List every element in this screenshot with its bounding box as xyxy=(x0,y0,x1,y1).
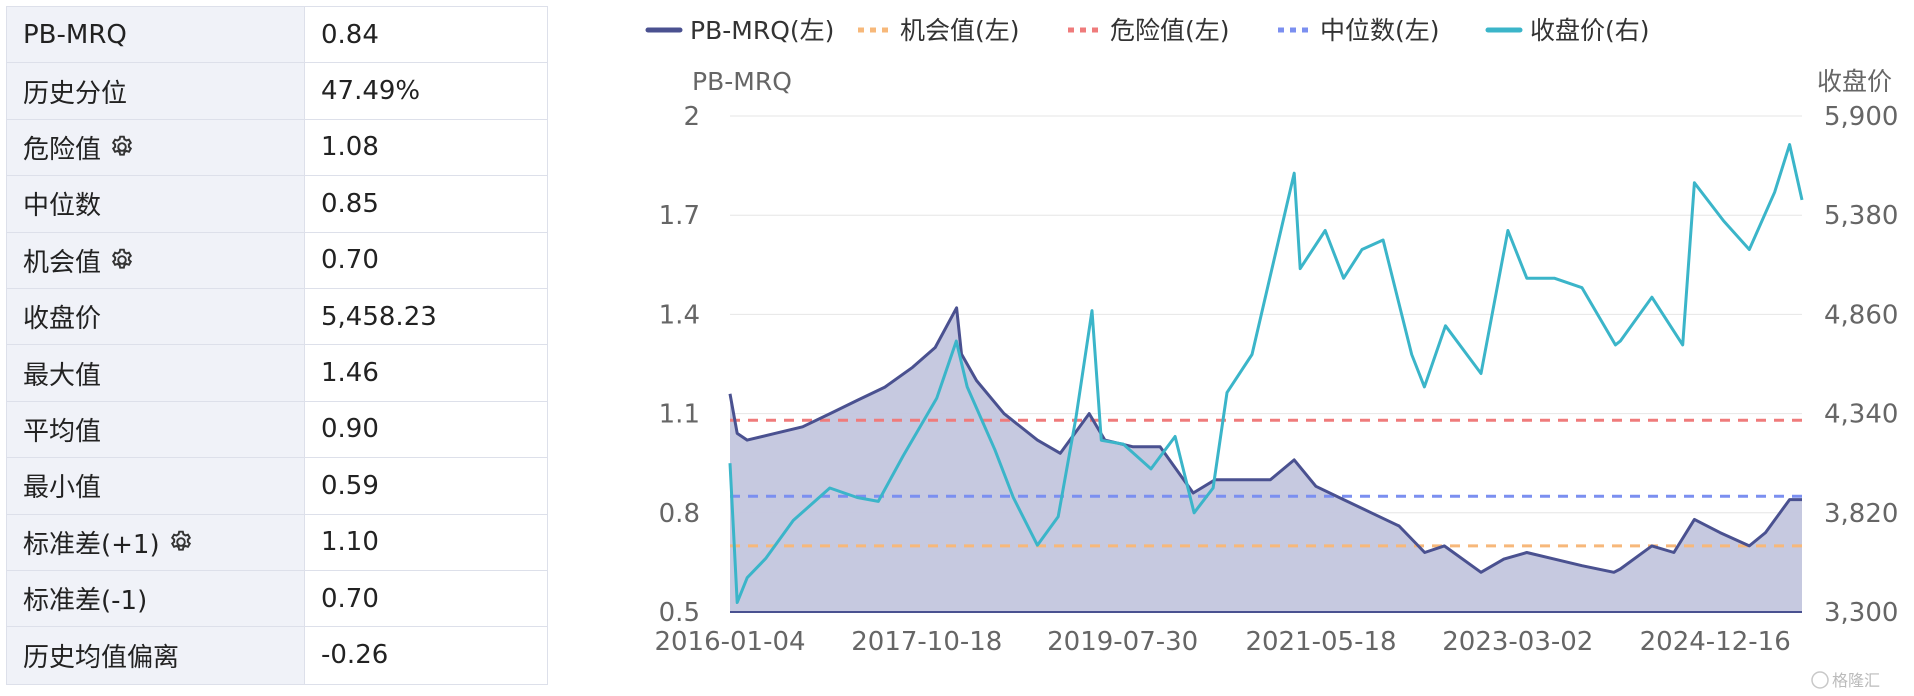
x-tick-label: 2023-03-02 xyxy=(1442,627,1593,657)
stats-label: 中位数 xyxy=(7,176,305,232)
stats-table: PB-MRQ 0.84 历史分位 47.49% 危险值 1.08 中位数 0.85 机会值 0.7… xyxy=(6,6,548,685)
stats-label: 最小值 xyxy=(7,458,305,514)
legend-label: 机会值(左) xyxy=(900,16,1020,45)
x-tick-label: 2019-07-30 xyxy=(1047,627,1198,657)
stats-label: PB-MRQ xyxy=(7,7,305,63)
stats-value: 47.49% xyxy=(305,63,547,119)
stats-label: 平均值 xyxy=(7,401,305,458)
x-tick-label: 2017-10-18 xyxy=(851,627,1002,657)
pb-area-fill xyxy=(730,307,1802,612)
close-series-line xyxy=(728,143,1804,604)
legend-label: PB-MRQ(左) xyxy=(690,16,834,45)
y-right-tick-label: 4,860 xyxy=(1824,300,1898,330)
y-right-tick-label: 3,300 xyxy=(1824,598,1898,628)
stats-row: 危险值 1.08 xyxy=(7,119,547,177)
y-left-tick-label: 2 xyxy=(683,102,700,132)
stats-row: 历史分位 47.49% xyxy=(7,63,547,120)
y-left-tick-label: 0.5 xyxy=(659,598,700,628)
stats-label-text: 标准差(-1) xyxy=(23,586,148,617)
stats-label-text: 历史分位 xyxy=(23,78,128,109)
stats-label: 历史均值偏离 xyxy=(7,627,305,684)
watermark-text: 格隆汇 xyxy=(1832,671,1880,690)
stats-label-text: 危险值 xyxy=(23,134,102,165)
y-right-axis-title: 收盘价 xyxy=(1817,67,1892,96)
gear-icon[interactable] xyxy=(109,134,135,160)
pb-chart-svg: 0.5 0.8 1.1 1.4 1.7 2 3,300 3,820 4,340 4,860 5,38… xyxy=(645,16,1898,690)
stats-row: 中位数 0.85 xyxy=(7,176,547,233)
stats-label: 历史分位 xyxy=(7,63,305,119)
stats-label: 收盘价 xyxy=(7,288,305,345)
y-right-tick-label: 5,900 xyxy=(1824,102,1898,132)
stats-label-text: 平均值 xyxy=(23,416,102,447)
stats-row: 最小值 0.59 xyxy=(7,458,547,515)
y-right-tick-label: 4,340 xyxy=(1824,400,1898,430)
stats-row: PB-MRQ 0.84 xyxy=(7,7,547,64)
stats-label: 机会值 xyxy=(7,232,305,288)
legend-label: 危险值(左) xyxy=(1110,16,1230,45)
legend-item: 机会值(左) xyxy=(858,16,1020,45)
y-right-tick-label: 3,820 xyxy=(1824,499,1898,529)
legend-item: 收盘价(右) xyxy=(1485,16,1650,45)
stats-value: 0.70 xyxy=(305,570,547,627)
x-tick-label: 2024-12-16 xyxy=(1640,627,1791,657)
x-tick-label: 2016-01-04 xyxy=(654,627,805,657)
y-left-tick-label: 1.7 xyxy=(659,201,700,231)
legend-item: 中位数(左) xyxy=(1278,16,1440,45)
gear-icon[interactable] xyxy=(109,247,135,273)
gear-icon[interactable] xyxy=(168,529,194,555)
y-left-tick-label: 1.1 xyxy=(659,400,700,430)
watermark-logo: 格隆汇 xyxy=(1811,671,1880,690)
stats-label-text: 标准差(+1) xyxy=(23,529,160,560)
stats-value: -0.26 xyxy=(305,627,547,684)
x-tick-label: 2021-05-18 xyxy=(1245,627,1396,657)
stats-label-text: 最小值 xyxy=(23,473,102,504)
stats-row: 最大值 1.46 xyxy=(7,345,547,402)
stats-label-text: 收盘价 xyxy=(23,304,102,335)
legend-label: 收盘价(右) xyxy=(1530,16,1650,45)
stats-value: 0.70 xyxy=(305,232,547,288)
y-left-tick-label: 1.4 xyxy=(659,300,700,330)
stats-value: 5,458.23 xyxy=(305,288,547,345)
stats-value: 0.90 xyxy=(305,401,547,458)
pb-chart: 0.5 0.8 1.1 1.4 1.7 2 3,300 3,820 4,340 4,860 5,38… xyxy=(560,0,1914,696)
stats-value: 1.10 xyxy=(305,514,547,570)
stats-label-text: 最大值 xyxy=(23,360,102,391)
stats-label: 标准差(-1) xyxy=(7,570,305,627)
pb-series-line xyxy=(728,306,1802,574)
stats-label: 标准差(+1) xyxy=(7,514,305,570)
y-right-tick-label: 5,380 xyxy=(1824,201,1898,231)
stats-value: 0.85 xyxy=(305,176,547,232)
stats-row: 平均值 0.90 xyxy=(7,401,547,459)
legend-item: 危险值(左) xyxy=(1068,16,1230,45)
stats-value: 1.46 xyxy=(305,345,547,401)
stats-label-text: PB-MRQ xyxy=(23,19,127,50)
stats-row: 标准差(+1) 1.10 xyxy=(7,514,547,571)
stats-label: 最大值 xyxy=(7,345,305,401)
stats-label-text: 机会值 xyxy=(23,247,102,278)
stats-value: 1.08 xyxy=(305,119,547,176)
stats-row: 标准差(-1) 0.70 xyxy=(7,570,547,628)
watermark-icon xyxy=(1811,671,1829,689)
stats-label: 危险值 xyxy=(7,119,305,176)
stats-label-text: 历史均值偏离 xyxy=(23,642,180,673)
stats-row: 机会值 0.70 xyxy=(7,232,547,289)
stats-label-text: 中位数 xyxy=(23,191,102,222)
y-left-tick-label: 0.8 xyxy=(659,499,700,529)
legend-item: PB-MRQ(左) xyxy=(645,16,834,45)
stats-row: 历史均值偏离 -0.26 xyxy=(7,627,547,684)
stats-value: 0.59 xyxy=(305,458,547,514)
stats-row: 收盘价 5,458.23 xyxy=(7,288,547,346)
y-left-axis-title: PB-MRQ xyxy=(692,67,792,96)
legend-label: 中位数(左) xyxy=(1320,16,1440,45)
stats-value: 0.84 xyxy=(305,7,547,63)
